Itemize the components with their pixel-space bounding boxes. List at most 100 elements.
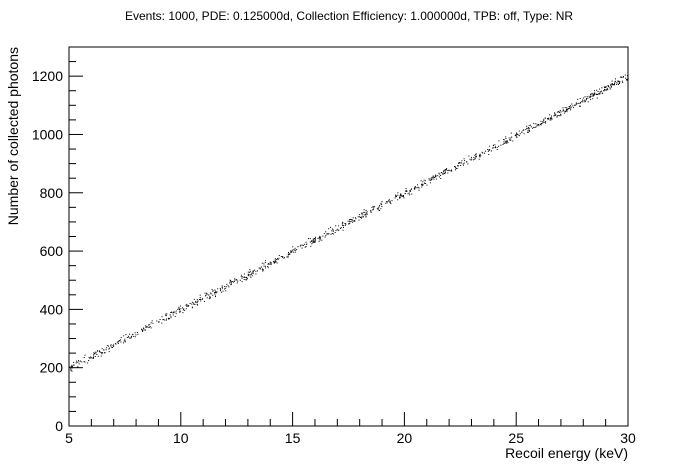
data-point [206, 293, 208, 295]
data-point [590, 93, 592, 95]
data-point [583, 99, 585, 101]
data-point [489, 145, 491, 147]
data-point [246, 279, 248, 281]
data-point [377, 208, 379, 210]
data-point [108, 347, 110, 349]
data-point [314, 237, 316, 239]
data-point [264, 265, 266, 267]
data-point [432, 175, 434, 177]
data-point [161, 316, 163, 318]
data-point [359, 214, 361, 216]
data-point [292, 251, 294, 253]
data-point [344, 224, 346, 226]
data-point [277, 259, 279, 261]
data-point [605, 87, 607, 88]
data-point [407, 193, 409, 195]
data-point [590, 95, 591, 97]
data-point [101, 348, 103, 350]
data-point [518, 130, 520, 132]
data-point [362, 216, 364, 218]
data-point [389, 200, 391, 202]
data-point [569, 106, 570, 108]
data-point [567, 108, 569, 110]
data-point [215, 290, 217, 292]
data-point [533, 123, 535, 125]
data-point [278, 255, 280, 256]
data-point [522, 129, 524, 131]
data-point [490, 150, 492, 152]
data-point [510, 132, 512, 134]
data-point [576, 103, 578, 105]
data-point [206, 297, 208, 299]
data-point [366, 211, 368, 213]
data-point [386, 202, 388, 204]
data-point [78, 361, 80, 363]
data-point [186, 305, 188, 307]
data-point [348, 223, 350, 225]
data-point [276, 259, 278, 261]
data-point [265, 260, 266, 262]
data-point [168, 317, 170, 319]
data-point [620, 76, 621, 78]
data-point [214, 289, 216, 291]
data-point [529, 130, 531, 132]
data-point [575, 103, 577, 105]
data-point [505, 141, 507, 143]
data-point [171, 311, 173, 313]
data-point [444, 169, 446, 170]
data-point [386, 201, 388, 203]
data-point [488, 154, 490, 155]
data-point [597, 90, 599, 92]
data-point [589, 97, 591, 99]
data-point [275, 261, 277, 263]
data-point [166, 318, 168, 320]
data-point [445, 168, 447, 170]
data-point [540, 120, 542, 122]
data-point [543, 118, 545, 120]
data-point [161, 322, 163, 324]
data-point [372, 205, 374, 207]
data-point [596, 89, 598, 91]
data-point [366, 213, 368, 215]
data-point [318, 237, 320, 239]
data-point [142, 331, 144, 332]
data-point [182, 307, 183, 309]
data-point [360, 216, 362, 218]
data-point [527, 129, 529, 131]
data-point [148, 324, 150, 326]
data-point [379, 210, 381, 211]
data-point [550, 118, 552, 119]
data-point [607, 85, 609, 87]
data-point [284, 257, 285, 259]
data-point [236, 279, 238, 281]
data-point [562, 107, 564, 109]
data-point [598, 93, 600, 95]
data-point [428, 179, 430, 181]
data-point [405, 190, 406, 192]
data-point [237, 280, 239, 282]
data-point [516, 133, 518, 135]
data-point [321, 239, 323, 241]
data-point [269, 264, 271, 265]
data-point [609, 87, 611, 89]
data-point [120, 339, 122, 341]
data-point [80, 360, 81, 362]
data-point [566, 111, 568, 113]
data-point [246, 277, 248, 279]
data-point [240, 274, 242, 276]
data-point [204, 292, 206, 294]
data-point [178, 309, 180, 311]
data-point [600, 90, 602, 92]
data-point [379, 204, 380, 206]
data-point [610, 86, 612, 88]
data-point [243, 279, 245, 280]
data-point [117, 341, 119, 343]
data-point [249, 269, 251, 271]
data-point [551, 115, 552, 117]
data-point [496, 146, 498, 148]
data-point [172, 312, 174, 314]
data-point [581, 101, 583, 103]
data-point [70, 368, 72, 370]
data-point [455, 167, 456, 169]
data-point [110, 344, 112, 346]
